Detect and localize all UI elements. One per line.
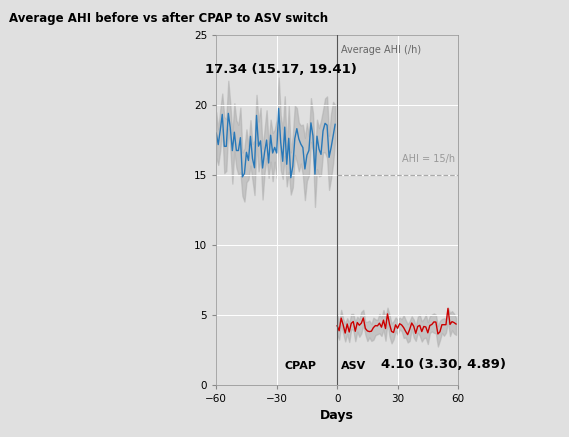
Text: CPAP: CPAP [285, 361, 317, 371]
Text: 4.10 (3.30, 4.89): 4.10 (3.30, 4.89) [381, 357, 506, 371]
Text: 17.34 (15.17, 19.41): 17.34 (15.17, 19.41) [205, 63, 357, 76]
Text: ASV: ASV [341, 361, 366, 371]
Text: AHI = 15/h: AHI = 15/h [402, 154, 455, 163]
X-axis label: Days: Days [320, 409, 354, 422]
Text: Average AHI (/h): Average AHI (/h) [341, 45, 421, 55]
Text: Average AHI before vs after CPAP to ASV switch: Average AHI before vs after CPAP to ASV … [9, 11, 328, 24]
